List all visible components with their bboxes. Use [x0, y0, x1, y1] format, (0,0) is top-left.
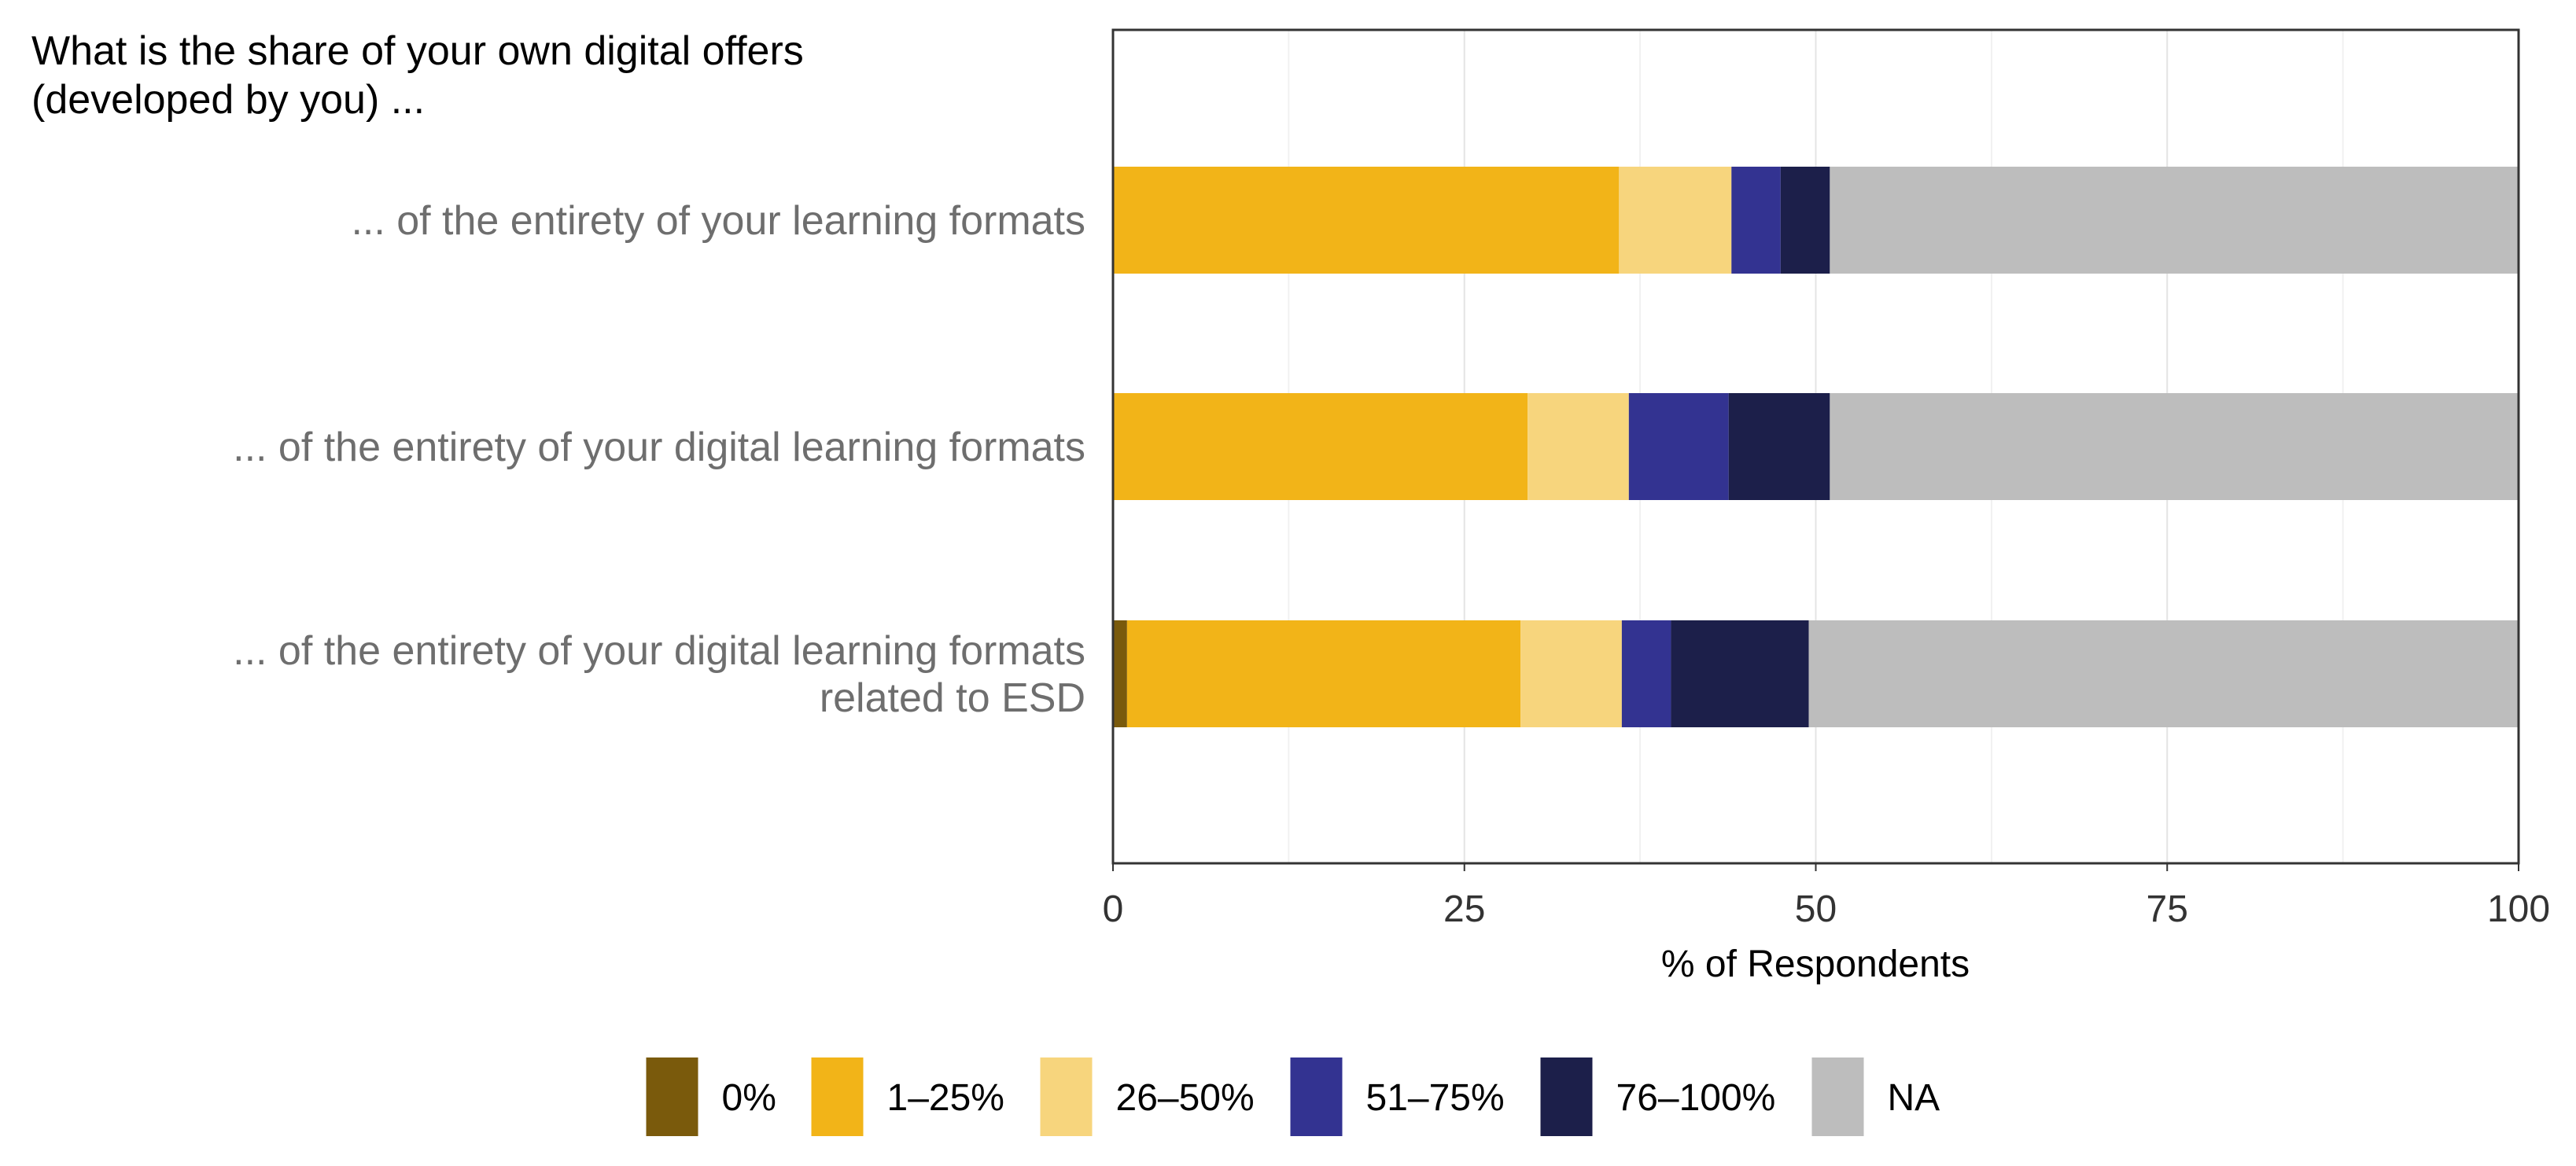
x-axis-title: % of Respondents [1661, 943, 1970, 985]
category-label: ... of the entirety of your digital lear… [233, 425, 1085, 470]
bars [1113, 167, 2519, 727]
x-tick-label: 25 [1443, 888, 1485, 930]
bar-segment-1-2 [1113, 167, 1620, 274]
legend: 0% 1–25% 26–50% 51–75% 76–100% NA [646, 1057, 1940, 1136]
bar-segment-2-6 [1830, 393, 2519, 500]
legend-label: 0% [722, 1077, 776, 1119]
legend-label: NA [1888, 1077, 1940, 1119]
category-label: ... of the entirety of your digital lear… [233, 628, 1085, 674]
legend-label: 26–50% [1116, 1077, 1255, 1119]
bar-segment-1-3 [1619, 167, 1732, 274]
legend-key-4 [1290, 1057, 1343, 1136]
legend-label: 51–75% [1366, 1077, 1505, 1119]
category-label: related to ESD [820, 675, 1085, 721]
legend-key-3 [1040, 1057, 1093, 1136]
bar-segment-2-4 [1628, 393, 1729, 500]
legend-label: 1–25% [887, 1077, 1004, 1119]
bar-segment-1-4 [1731, 167, 1781, 274]
bar-segment-3-4 [1621, 620, 1671, 727]
legend-label: 76–100% [1616, 1077, 1776, 1119]
chart-title-line: What is the share of your own digital of… [31, 28, 804, 74]
legend-key-2 [811, 1057, 864, 1136]
bar-segment-3-2 [1126, 620, 1521, 727]
bar-segment-2-2 [1113, 393, 1528, 500]
chart-title-line: (developed by you) ... [31, 77, 425, 123]
bar-segment-3-3 [1520, 620, 1622, 727]
legend-key-6 [1811, 1057, 1864, 1136]
bar-segment-3-1 [1113, 620, 1127, 727]
bar-segment-2-3 [1528, 393, 1629, 500]
legend-key-1 [646, 1057, 698, 1136]
x-axis-ticks: 0 25 50 75 100 [1103, 863, 2550, 930]
bar-segment-3-5 [1671, 620, 1809, 727]
bar-segment-1-6 [1830, 167, 2519, 274]
x-tick-label: 75 [2147, 888, 2188, 930]
x-tick-label: 0 [1103, 888, 1124, 930]
x-tick-label: 50 [1795, 888, 1837, 930]
category-label: ... of the entirety of your learning for… [351, 198, 1085, 244]
bar-segment-3-6 [1808, 620, 2519, 727]
category-labels: ... of the entirety of your learning for… [233, 198, 1085, 721]
x-tick-label: 100 [2487, 888, 2550, 930]
bar-segment-2-5 [1728, 393, 1830, 500]
bar-segment-1-5 [1780, 167, 1830, 274]
chart-title: What is the share of your own digital of… [31, 28, 804, 123]
legend-key-5 [1540, 1057, 1593, 1136]
